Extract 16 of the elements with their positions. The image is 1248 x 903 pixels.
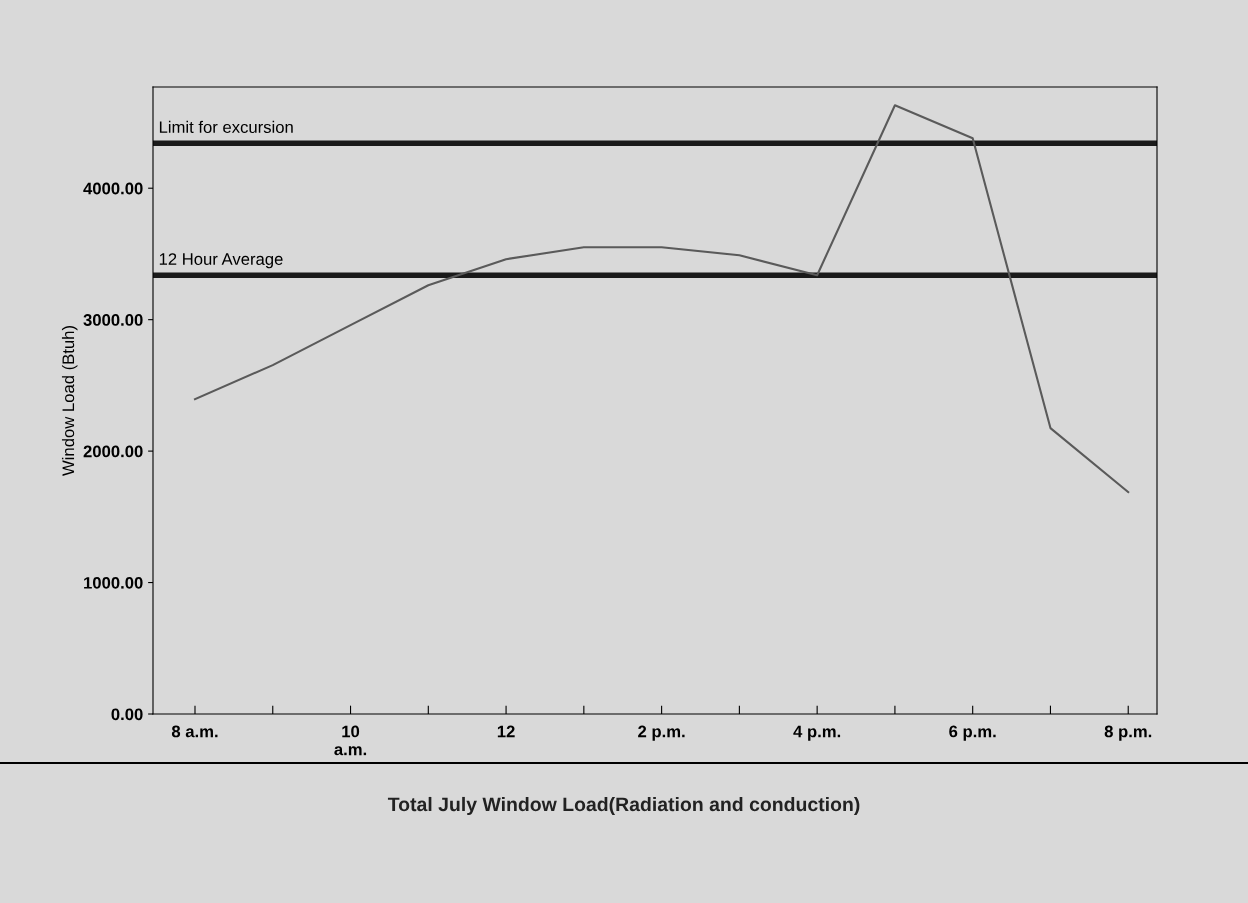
x-tick-label: 10 a.m.: [334, 725, 367, 756]
y-tick-label: 4000.00: [83, 182, 143, 195]
x-tick-label: 6 p.m.: [949, 725, 996, 741]
ref-line-label: 12 Hour Average: [159, 253, 283, 269]
y-tick-label: 3000.00: [83, 314, 143, 326]
x-tick-label: 8 p.m.: [1104, 725, 1152, 741]
y-tick-label: 0.00: [111, 708, 143, 721]
x-tick-label: 2 p.m.: [638, 725, 685, 741]
x-tick-label: 8 a.m.: [171, 725, 218, 738]
text: Total July Window Load(Radiation and conduction): [387, 796, 860, 816]
y-axis-title: Window Load (Btuh): [61, 326, 78, 476]
ref-line-label: Limit for excursion: [159, 120, 293, 134]
x-tick-label: 4 p.m.: [793, 725, 841, 741]
y-tick-label: 1000.00: [84, 576, 143, 589]
y-tick-label: 2000.00: [83, 445, 143, 458]
x-tick-label: 12: [497, 725, 515, 738]
